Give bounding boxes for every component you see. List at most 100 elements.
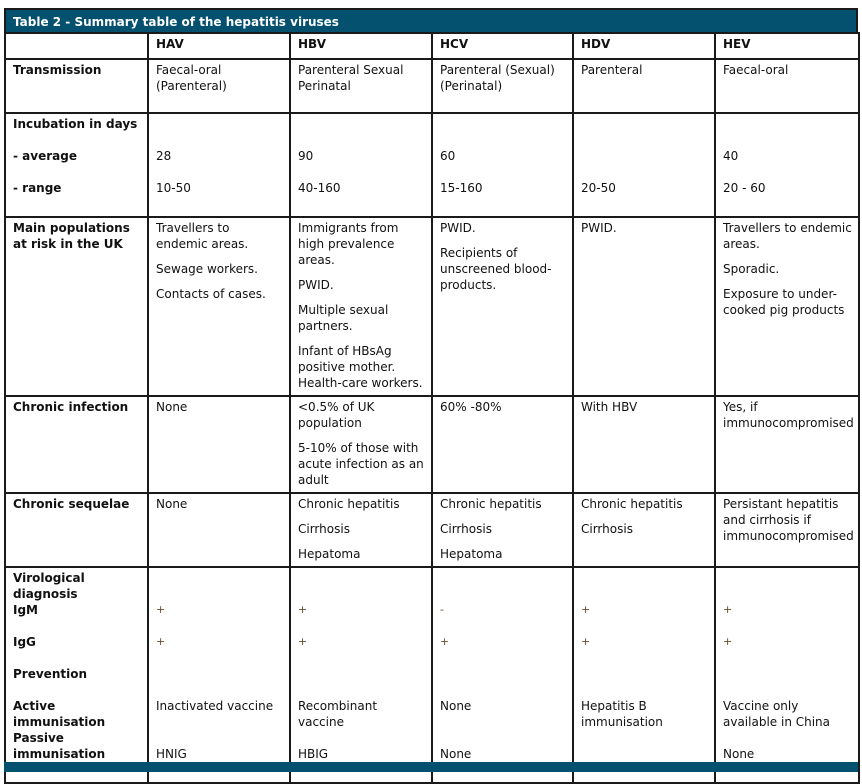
igm-result: + <box>581 603 591 616</box>
cell-text: 15-160 <box>440 181 483 195</box>
igg-result: + <box>156 635 166 648</box>
data-cell: 40 20 - 60 <box>714 112 860 218</box>
cell-text <box>581 148 708 180</box>
row-label: Chronic sequelae <box>13 497 130 511</box>
cell-text: Infant of HBsAg positive mother. Health-… <box>298 344 423 390</box>
data-cell: None <box>147 492 291 568</box>
cell-text: PWID. <box>298 278 334 292</box>
sub-label: Passive immunisation <box>13 731 106 761</box>
row-label-cell: Main populations at risk in the UK <box>4 216 149 397</box>
cell-text: 60% -80% <box>440 400 502 414</box>
data-cell: + + Inactivated vaccine HNIG <box>147 566 291 784</box>
sub-label: - average <box>13 149 77 163</box>
cell-text: Cirrhosis <box>298 522 350 536</box>
cell-text: 10-50 <box>156 181 191 195</box>
active-immunisation: Hepatitis B immunisation <box>581 699 663 729</box>
data-cell: + + Recombinant vaccine HBIG <box>289 566 433 784</box>
igm-result: + <box>298 603 308 616</box>
cell-text: Sewage workers. <box>156 262 258 276</box>
data-cell: Travellers to endemic areas. Sewage worke… <box>147 216 291 397</box>
row-label: Incubation in days <box>13 117 138 131</box>
data-cell: PWID. Recipients of unscreened blood-prod… <box>431 216 574 397</box>
cell-text: Hepatoma <box>298 547 361 561</box>
row-label-cell: Incubation in days - average - range <box>4 112 149 218</box>
igm-result: + <box>156 603 166 616</box>
cell-text: Faecal-oral <box>723 63 789 77</box>
table-row: Incubation in days - average - range 28 10-5… <box>4 112 860 218</box>
data-cell: <0.5% of UK population 5-10% of those wit… <box>289 395 433 494</box>
cell-text: 90 <box>298 149 314 163</box>
passive-immunisation: HBIG <box>298 747 329 761</box>
cell-text: Travellers to endemic areas. <box>156 221 249 251</box>
igg-result: + <box>298 635 308 648</box>
data-cell: Persistant hepatitis and cirrhosis if im… <box>714 492 860 568</box>
cell-text: Chronic hepatitis <box>440 497 542 511</box>
active-immunisation: None <box>440 699 472 713</box>
column-header-label: HBV <box>298 37 326 51</box>
sub-label: IgM <box>13 603 38 617</box>
column-header: HEV <box>714 32 860 60</box>
cell-text: Chronic hepatitis <box>298 497 400 511</box>
table-row: Main populations at risk in the UK Travel… <box>4 216 860 397</box>
cell-text: Parenteral <box>581 63 643 77</box>
active-immunisation: Inactivated vaccine <box>156 699 274 713</box>
cell-text: None <box>156 497 188 511</box>
table-row: Virological diagnosis IgM IgG Prevention Act… <box>4 566 860 784</box>
cell-text: 60 <box>440 149 456 163</box>
table-row: Chronic infection None <0.5% of UK populat… <box>4 395 860 494</box>
cell-text: Exposure to under-cooked pig products <box>723 287 845 317</box>
cell-text: PWID. <box>440 221 476 235</box>
cell-text: With HBV <box>581 400 638 414</box>
column-header: HBV <box>289 32 433 60</box>
cell-text: PWID. <box>581 221 617 235</box>
data-cell: Parenteral (Sexual) (Perinatal) <box>431 58 574 114</box>
hepatitis-summary-table: Table 2 - Summary table of the hepatitis… <box>4 8 860 784</box>
data-cell: - + None None <box>431 566 574 784</box>
cell-text: Hepatoma <box>440 547 503 561</box>
sub-label: - range <box>13 181 62 195</box>
cell-text: None <box>156 400 188 414</box>
igg-result: + <box>723 635 733 648</box>
sub-label: IgG <box>13 635 36 649</box>
passive-immunisation <box>581 730 708 746</box>
cell-text: 20-50 <box>581 181 616 195</box>
data-cell: 20-50 <box>572 112 716 218</box>
header-row: HAV HBV HCV HDV HEV <box>4 32 860 60</box>
cell-text: Immigrants from high prevalence areas. <box>298 221 399 267</box>
cell-text: Multiple sexual partners. <box>298 303 389 333</box>
data-cell: + + Vaccine only available in China None <box>714 566 860 784</box>
cell-text: 40 <box>723 149 739 163</box>
row-label-cell: Chronic infection <box>4 395 149 494</box>
passive-immunisation: None <box>723 747 755 761</box>
data-cell: Parenteral <box>572 58 716 114</box>
data-cell: Parenteral Sexual Perinatal <box>289 58 433 114</box>
table-title: Table 2 - Summary table of the hepatitis… <box>4 8 858 32</box>
column-header: HDV <box>572 32 716 60</box>
igg-result: + <box>440 635 450 648</box>
cell-text: Parenteral Sexual Perinatal <box>298 63 404 93</box>
igg-result: + <box>581 635 591 648</box>
table-row: Transmission Faecal-oral (Parenteral) Pare… <box>4 58 860 114</box>
data-cell: 60% -80% <box>431 395 574 494</box>
cell-text: <0.5% of UK population <box>298 400 375 430</box>
sub-label: Active immunisation <box>13 699 106 729</box>
cell-text: Chronic hepatitis <box>581 497 683 511</box>
cell-text: Contacts of cases. <box>156 287 266 301</box>
column-header-label: HCV <box>440 37 469 51</box>
cell-text: 5-10% of those with acute infection as a… <box>298 441 424 487</box>
data-cell: Faecal-oral (Parenteral) <box>147 58 291 114</box>
row-label-cell: Chronic sequelae <box>4 492 149 568</box>
cell-text: 20 - 60 <box>723 181 766 195</box>
cell-text: Recipients of unscreened blood-products. <box>440 246 552 292</box>
passive-immunisation: HNIG <box>156 747 187 761</box>
data-cell: Yes, if immunocompromised <box>714 395 860 494</box>
data-cell: 28 10-50 <box>147 112 291 218</box>
cell-text: Sporadic. <box>723 262 780 276</box>
row-label: Chronic infection <box>13 400 129 414</box>
cell-text: Faecal-oral (Parenteral) <box>156 63 227 93</box>
row-label-cell: Transmission <box>4 58 149 114</box>
cell-text: 40-160 <box>298 181 341 195</box>
footer-bar <box>4 762 858 772</box>
data-cell: With HBV <box>572 395 716 494</box>
row-label-cell: Virological diagnosis IgM IgG Prevention Act… <box>4 566 149 784</box>
